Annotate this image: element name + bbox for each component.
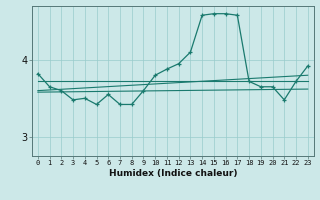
X-axis label: Humidex (Indice chaleur): Humidex (Indice chaleur) (108, 169, 237, 178)
